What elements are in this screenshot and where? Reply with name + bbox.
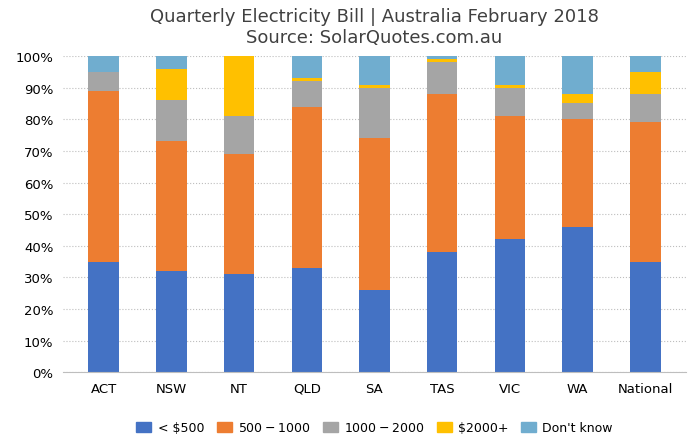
Bar (359, 139, 390, 290)
Bar (562, 104, 593, 120)
Bar (88, 73, 119, 92)
Bar (495, 117, 525, 240)
Bar (427, 95, 458, 252)
Bar (495, 88, 525, 117)
Bar (224, 275, 254, 372)
Bar (495, 57, 525, 85)
Bar (427, 60, 458, 63)
Bar (630, 123, 661, 262)
Bar (630, 57, 661, 73)
Bar (495, 240, 525, 372)
Bar (291, 82, 322, 107)
Bar (88, 262, 119, 372)
Bar (562, 120, 593, 227)
Bar (156, 272, 187, 372)
Bar (359, 57, 390, 85)
Bar (495, 85, 525, 88)
Bar (630, 95, 661, 123)
Bar (427, 63, 458, 95)
Bar (630, 262, 661, 372)
Bar (224, 57, 254, 117)
Bar (630, 73, 661, 95)
Bar (88, 92, 119, 262)
Title: Quarterly Electricity Bill | Australia February 2018
Source: SolarQuotes.com.au: Quarterly Electricity Bill | Australia F… (150, 8, 599, 47)
Bar (156, 70, 187, 101)
Bar (291, 268, 322, 372)
Bar (291, 79, 322, 82)
Bar (359, 290, 390, 372)
Legend: < $500, $500 - $1000, $1000- $2000, $2000+, Don't know: < $500, $500 - $1000, $1000- $2000, $200… (132, 417, 617, 438)
Bar (291, 107, 322, 268)
Bar (562, 57, 593, 95)
Bar (359, 88, 390, 139)
Bar (88, 57, 119, 73)
Bar (156, 57, 187, 70)
Bar (224, 117, 254, 155)
Bar (562, 95, 593, 104)
Bar (156, 142, 187, 272)
Bar (156, 101, 187, 142)
Bar (427, 57, 458, 60)
Bar (291, 57, 322, 79)
Bar (562, 227, 593, 372)
Bar (427, 252, 458, 372)
Bar (359, 85, 390, 88)
Bar (224, 155, 254, 275)
